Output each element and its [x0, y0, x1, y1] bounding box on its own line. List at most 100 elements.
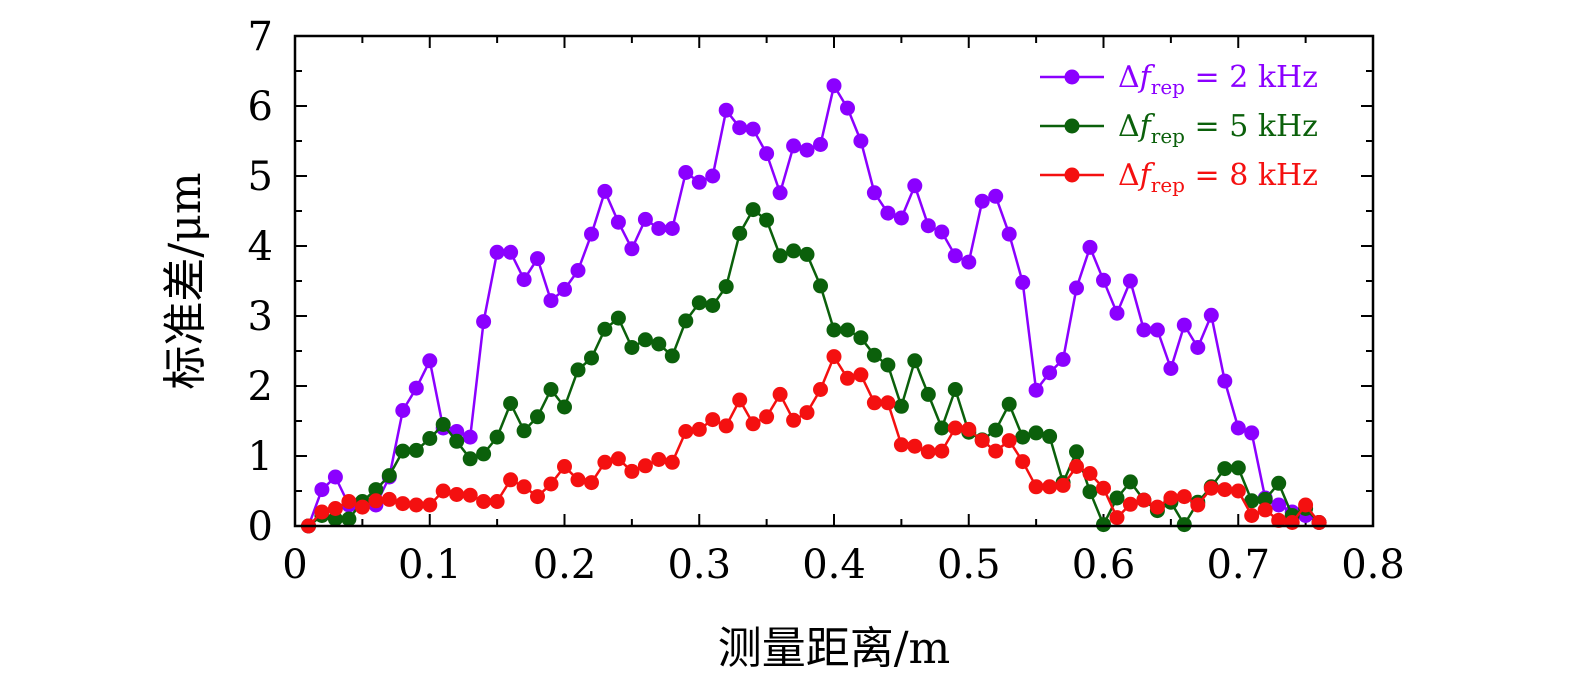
- data-point: [934, 443, 950, 459]
- data-point: [691, 174, 707, 190]
- data-point: [786, 243, 802, 259]
- data-point: [947, 248, 963, 264]
- data-point: [1244, 508, 1260, 523]
- data-point: [610, 214, 626, 230]
- data-point: [893, 398, 909, 414]
- data-point: [880, 395, 896, 411]
- data-point: [637, 211, 653, 227]
- data-point: [826, 349, 842, 365]
- data-point: [678, 313, 694, 329]
- data-point: [584, 350, 599, 366]
- x-tick-label: 0.5: [937, 542, 1001, 588]
- data-point: [920, 444, 936, 460]
- data-point: [988, 443, 1004, 459]
- data-point: [637, 458, 653, 474]
- data-point: [1069, 444, 1084, 460]
- legend-label: Δfrep = 5 kHz: [1118, 109, 1318, 148]
- data-point: [664, 348, 680, 364]
- data-point: [1082, 484, 1098, 500]
- data-point: [1055, 351, 1071, 367]
- data-point: [597, 454, 613, 470]
- data-point: [1015, 429, 1031, 445]
- data-point: [678, 165, 694, 180]
- data-point: [880, 357, 896, 373]
- data-point: [327, 469, 343, 485]
- data-point: [853, 133, 869, 149]
- data-point: [584, 475, 599, 491]
- data-point: [1096, 480, 1111, 496]
- data-point: [651, 221, 667, 236]
- x-tick-label: 0.4: [802, 542, 866, 588]
- y-tick-label: 0: [248, 504, 273, 550]
- data-point: [961, 421, 977, 437]
- data-point: [893, 437, 909, 453]
- data-point: [1015, 454, 1031, 470]
- data-point: [813, 382, 828, 397]
- data-point: [1176, 317, 1192, 333]
- data-point: [934, 224, 950, 240]
- data-point: [840, 322, 855, 338]
- data-point: [813, 278, 828, 294]
- series-1: [301, 78, 1327, 534]
- data-point: [476, 314, 492, 330]
- x-tick-label: 0.6: [1072, 542, 1136, 588]
- data-point: [341, 511, 357, 527]
- data-point: [1149, 322, 1165, 338]
- data-point: [570, 263, 586, 278]
- data-point: [1176, 489, 1192, 505]
- data-point: [610, 451, 626, 467]
- data-point: [530, 489, 545, 505]
- legend-swatch-marker: [1064, 118, 1080, 134]
- legend-label: Δfrep = 2 kHz: [1118, 60, 1318, 99]
- data-point: [1082, 239, 1098, 255]
- data-point: [597, 183, 613, 199]
- data-point: [503, 472, 519, 488]
- data-point: [1069, 459, 1084, 474]
- data-point: [341, 494, 357, 509]
- data-point: [772, 185, 788, 201]
- data-point: [718, 279, 734, 295]
- x-tick-label: 0.3: [667, 542, 731, 588]
- x-tick-label: 0.8: [1341, 542, 1405, 588]
- data-point: [1028, 479, 1044, 495]
- data-point: [664, 221, 680, 236]
- data-point: [395, 496, 411, 512]
- data-point: [1122, 496, 1138, 512]
- data-point: [368, 493, 384, 509]
- data-point: [1203, 307, 1219, 323]
- data-point: [1109, 490, 1125, 506]
- data-point: [1163, 361, 1179, 376]
- legend-swatch-marker: [1064, 167, 1080, 183]
- data-point: [1001, 226, 1017, 242]
- data-point: [1311, 515, 1327, 530]
- y-tick-label: 7: [248, 14, 273, 60]
- legend-value: = 8 kHz: [1185, 158, 1318, 193]
- data-point: [1122, 273, 1138, 289]
- data-point: [1096, 272, 1111, 288]
- data-point: [570, 472, 586, 488]
- data-point: [866, 395, 882, 411]
- data-point: [1284, 515, 1300, 530]
- data-point: [786, 412, 802, 428]
- data-point: [1001, 396, 1017, 412]
- data-point: [462, 487, 478, 503]
- data-point: [678, 424, 694, 439]
- data-point: [1149, 499, 1165, 515]
- data-point: [314, 504, 330, 520]
- data-point: [530, 409, 545, 425]
- data-point: [1042, 428, 1058, 444]
- data-point: [705, 168, 721, 184]
- data-point: [651, 336, 667, 352]
- data-point: [1109, 305, 1125, 321]
- data-point: [327, 501, 343, 516]
- data-point: [732, 225, 748, 241]
- data-point: [1001, 433, 1017, 449]
- data-point: [543, 476, 559, 492]
- data-point: [1122, 474, 1138, 490]
- data-point: [934, 420, 950, 436]
- data-point: [1217, 461, 1233, 477]
- data-point: [826, 78, 842, 94]
- data-point: [799, 142, 815, 158]
- data-point: [489, 494, 505, 509]
